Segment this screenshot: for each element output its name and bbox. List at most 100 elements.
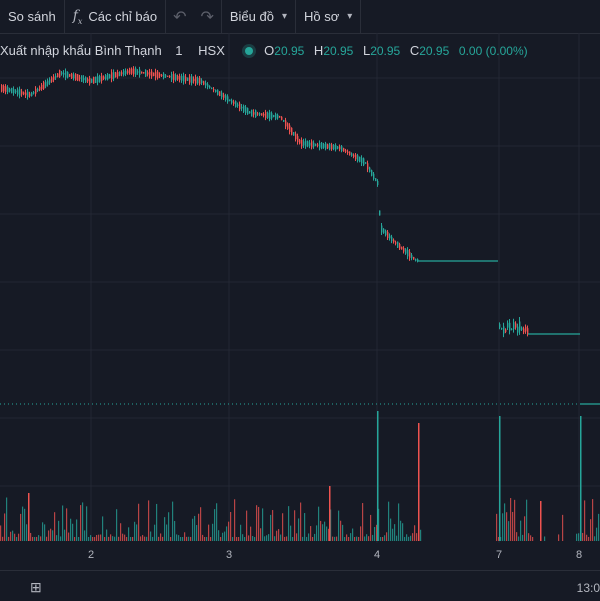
volume-bar xyxy=(224,531,226,541)
volume-bar xyxy=(370,514,372,541)
volume-bar xyxy=(346,534,348,541)
x-tick-label: 8 xyxy=(575,549,583,561)
price-candle xyxy=(183,75,185,82)
price-candle xyxy=(175,74,177,80)
volume-bar xyxy=(212,523,214,541)
volume-bar xyxy=(286,536,288,541)
volume-bar xyxy=(338,510,340,541)
price-candle xyxy=(51,77,53,82)
indicators-label: Các chỉ báo xyxy=(88,9,158,24)
price-candle xyxy=(123,70,125,75)
volume-bar xyxy=(314,533,316,541)
price-candle xyxy=(317,144,319,146)
volume-bar xyxy=(340,520,342,541)
price-candle xyxy=(499,324,501,328)
toolbar-divider xyxy=(360,0,362,33)
volume-bar xyxy=(360,526,362,541)
price-candle xyxy=(363,158,365,166)
price-candle xyxy=(147,72,149,75)
volume-bar xyxy=(292,536,294,541)
price-candle xyxy=(505,329,507,332)
redo-icon[interactable]: ↷ xyxy=(200,8,214,26)
price-candle xyxy=(283,120,285,122)
price-candle xyxy=(519,321,521,331)
volume-bar xyxy=(354,536,356,541)
volume-bar xyxy=(342,524,344,541)
volume-bar xyxy=(392,528,394,541)
price-candle xyxy=(359,156,361,162)
price-candle xyxy=(57,73,59,77)
price-candle xyxy=(209,86,211,88)
volume-bar xyxy=(414,525,416,541)
volume-bar xyxy=(148,500,150,541)
volume-bar xyxy=(378,508,380,541)
volume-bar xyxy=(168,512,170,541)
compare-button[interactable]: So sánh xyxy=(0,0,64,33)
price-candle xyxy=(405,249,407,254)
volume-bar xyxy=(14,533,16,541)
volume-bar xyxy=(382,536,384,541)
price-candle xyxy=(93,76,95,84)
volume-bar xyxy=(0,525,2,541)
price-chart[interactable] xyxy=(0,33,600,543)
price-candle xyxy=(347,151,349,153)
volume-bar xyxy=(362,503,364,541)
volume-bar xyxy=(78,536,80,541)
volume-bar xyxy=(596,527,598,541)
volume-bar xyxy=(80,505,82,541)
volume-bar xyxy=(158,536,160,541)
price-candle xyxy=(149,71,151,76)
price-candle xyxy=(191,76,193,84)
price-candle xyxy=(85,77,87,83)
price-candle xyxy=(145,69,147,77)
price-candle xyxy=(67,72,69,78)
price-candle xyxy=(257,113,259,115)
volume-bar xyxy=(108,536,110,541)
volume-bar xyxy=(262,508,264,541)
volume-bar xyxy=(136,524,138,541)
volume-bar xyxy=(118,536,120,541)
price-candle xyxy=(387,231,389,239)
volume-bar xyxy=(198,513,200,541)
price-candle xyxy=(55,75,57,78)
volume-bar xyxy=(576,533,578,541)
price-candle xyxy=(63,72,65,75)
volume-bar xyxy=(24,508,26,541)
price-candle xyxy=(167,75,169,77)
price-candle xyxy=(237,104,239,106)
price-candle xyxy=(33,92,35,94)
price-candle xyxy=(321,142,323,149)
price-candle xyxy=(53,76,55,80)
profile-menu-button[interactable]: Hồ sơ ▾ xyxy=(296,0,360,33)
time-axis: 2 3 4 7 8 xyxy=(0,543,600,569)
price-candle xyxy=(251,109,253,117)
price-candle xyxy=(357,155,359,162)
price-candle xyxy=(377,180,379,186)
price-candle xyxy=(305,140,307,147)
undo-icon[interactable]: ↶ xyxy=(173,8,187,26)
price-candle xyxy=(401,246,403,250)
price-candle xyxy=(155,71,157,78)
price-candle xyxy=(299,139,301,144)
volume-bar xyxy=(140,536,142,541)
price-candle xyxy=(221,92,223,98)
price-candle xyxy=(69,74,71,77)
symbol-name: Xuất nhập khẩu Bình Thạnh xyxy=(0,43,162,58)
volume-bar xyxy=(64,529,66,541)
calendar-icon[interactable]: ⊞ xyxy=(30,579,42,595)
volume-bar xyxy=(282,513,284,541)
volume-bar xyxy=(344,537,346,541)
volume-bar xyxy=(256,505,258,541)
price-candle xyxy=(207,84,209,88)
chart-menu-button[interactable]: Biểu đồ ▾ xyxy=(222,0,295,33)
price-candle xyxy=(399,244,401,249)
price-candle xyxy=(171,74,173,80)
price-candle xyxy=(139,69,141,75)
volume-bar xyxy=(146,536,148,541)
price-candle xyxy=(407,250,409,257)
indicators-button[interactable]: fx Các chỉ báo xyxy=(65,0,165,33)
chevron-down-icon: ▾ xyxy=(281,11,287,22)
price-candle xyxy=(181,75,183,81)
price-candle xyxy=(235,101,237,107)
price-candle xyxy=(293,132,295,136)
